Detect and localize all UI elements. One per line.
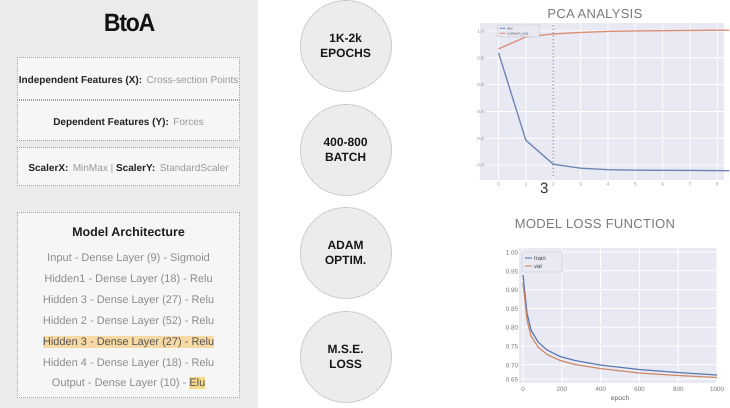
svg-text:0: 0 [521, 386, 525, 393]
svg-text:3: 3 [579, 182, 582, 187]
svg-text:7: 7 [689, 182, 692, 187]
svg-text:1: 1 [525, 182, 528, 187]
svg-text:0.4: 0.4 [477, 109, 484, 114]
svg-text:epoch: epoch [611, 395, 630, 402]
svg-text:0.70: 0.70 [506, 362, 519, 369]
svg-text:5: 5 [634, 182, 637, 187]
svg-text:6: 6 [661, 182, 664, 187]
svg-text:8: 8 [716, 182, 719, 187]
svg-text:0.85: 0.85 [506, 306, 519, 313]
svg-text:1.0: 1.0 [477, 28, 484, 33]
svg-text:0.80: 0.80 [506, 325, 519, 332]
svg-text:cumsum_pca: cumsum_pca [507, 32, 528, 36]
svg-text:1000: 1000 [710, 386, 725, 393]
svg-text:1.00: 1.00 [506, 250, 519, 257]
svg-text:0.2: 0.2 [477, 136, 484, 141]
svg-text:0: 0 [497, 182, 500, 187]
svg-text:train: train [534, 255, 546, 262]
svg-text:0.75: 0.75 [506, 344, 519, 351]
svg-text:dev: dev [507, 27, 513, 31]
svg-text:val: val [534, 263, 542, 270]
svg-text:400: 400 [595, 386, 606, 393]
svg-text:200: 200 [557, 386, 568, 393]
svg-text:0.8: 0.8 [477, 55, 484, 60]
svg-text:0.0: 0.0 [477, 163, 484, 168]
svg-text:0.6: 0.6 [477, 82, 484, 87]
svg-text:4: 4 [607, 182, 610, 187]
svg-text:0.95: 0.95 [506, 268, 519, 275]
svg-text:2: 2 [552, 182, 555, 187]
svg-text:600: 600 [634, 386, 645, 393]
svg-text:800: 800 [673, 386, 684, 393]
svg-text:0.90: 0.90 [506, 287, 519, 294]
svg-text:0.65: 0.65 [506, 377, 519, 384]
